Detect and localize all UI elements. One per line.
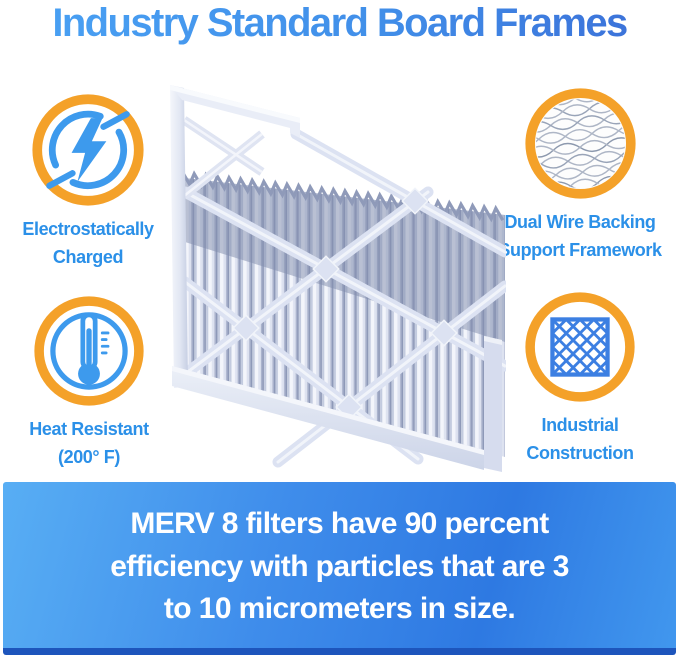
diamond-lattice-grid-icon <box>525 292 635 402</box>
lattice-nodes <box>232 187 458 421</box>
info-banner: MERV 8 filters have 90 percent efficienc… <box>3 482 676 655</box>
page-title: Industry Standard Board Frames <box>0 1 679 46</box>
lightning-bolt-circle-icon <box>32 94 144 206</box>
feature-label: Heat Resistant (200° F) <box>29 419 149 467</box>
board-frame <box>170 85 502 472</box>
lightning-bolt-glyph <box>71 118 107 182</box>
right-frame-cap <box>484 336 502 472</box>
thermometer-icon <box>34 296 144 406</box>
orange-ring <box>524 88 636 199</box>
feature-label: Industrial Construction <box>526 415 634 463</box>
heat-tick-marks <box>100 331 110 355</box>
thermometer-mercury <box>86 328 92 370</box>
air-filter-product-image <box>170 85 506 472</box>
wire-mesh-photo-icon <box>524 88 636 199</box>
feature-electrostatically-charged: Electrostatically Charged <box>0 92 176 271</box>
feature-label: Electrostatically Charged <box>22 219 154 267</box>
banner-text: MERV 8 filters have 90 percent efficienc… <box>110 507 569 625</box>
feature-industrial-construction: Industrial Construction <box>492 290 668 467</box>
feature-heat-resistant: Heat Resistant (200° F) <box>1 294 177 471</box>
pleat-tip-serration <box>176 168 505 223</box>
left-frame-post <box>170 85 188 388</box>
lattice-square-frame <box>550 317 610 377</box>
lattice-lines <box>551 318 609 376</box>
feature-label: Dual Wire Backing Support Framework <box>498 212 662 260</box>
feature-dual-wire-backing: Dual Wire Backing Support Framework <box>492 86 668 264</box>
